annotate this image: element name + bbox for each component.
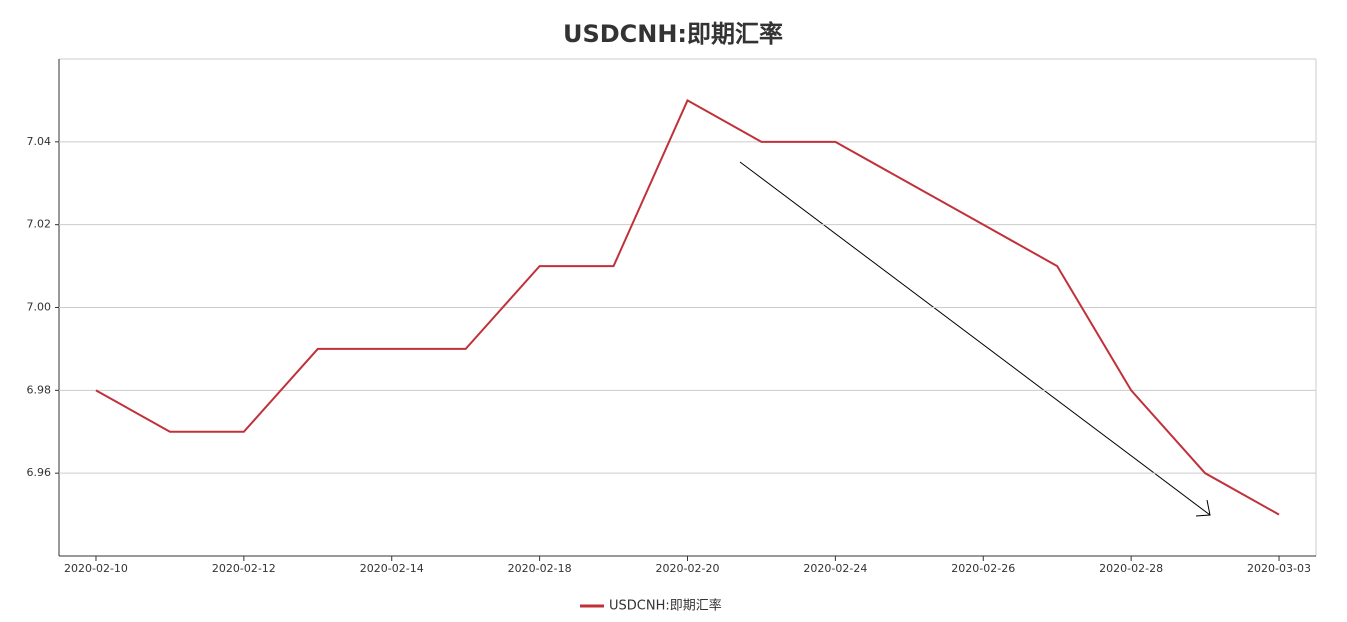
x-tick-label: 2020-02-20	[656, 562, 720, 575]
x-tick-label: 2020-02-12	[212, 562, 276, 575]
y-tick-label: 6.96	[27, 466, 52, 479]
x-tick-label: 2020-02-14	[360, 562, 424, 575]
y-tick-label: 7.02	[27, 218, 52, 231]
x-tick-label: 2020-02-24	[803, 562, 867, 575]
x-tick-label: 2020-03-03	[1247, 562, 1311, 575]
y-tick-label: 6.98	[27, 383, 52, 396]
legend-label: USDCNH:即期汇率	[609, 598, 722, 614]
y-tick-label: 7.04	[27, 135, 52, 148]
arrow-shaft	[739, 161, 1211, 516]
x-tick-label: 2020-02-26	[951, 562, 1015, 575]
x-tick-label: 2020-02-28	[1099, 562, 1163, 575]
x-tick-label: 2020-02-10	[64, 562, 128, 575]
chart-title: USDCNH:即期汇率	[563, 20, 783, 48]
x-tick-label: 2020-02-18	[508, 562, 572, 575]
y-tick-label: 7.00	[27, 301, 52, 314]
arrow-head	[1195, 499, 1211, 517]
series-line	[95, 99, 1280, 516]
trend-arrow	[739, 161, 1211, 517]
